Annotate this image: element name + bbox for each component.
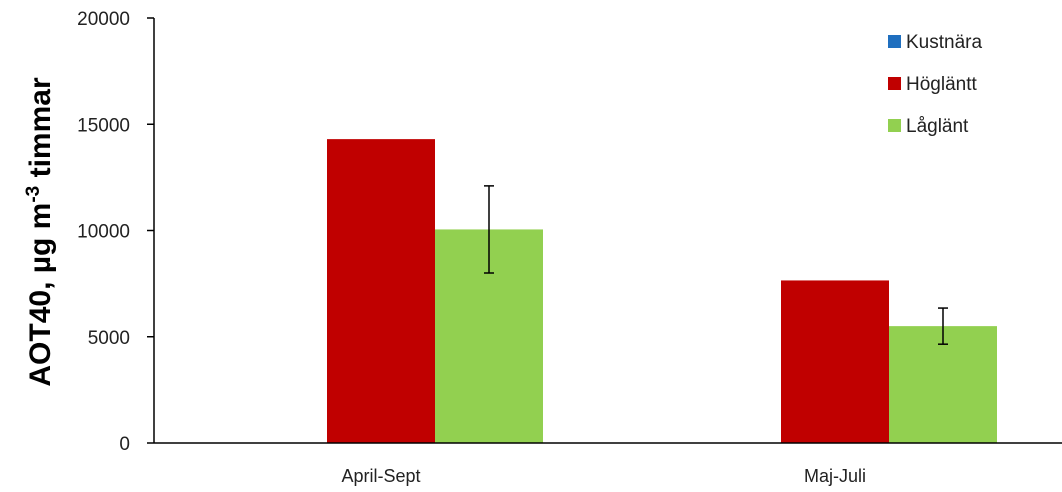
legend-label: Låglänt [906,116,969,137]
legend-label: Kustnära [906,32,982,53]
legend-swatch [888,35,901,48]
y-tick-label: 0 [119,434,130,455]
y-tick-label: 10000 [77,222,130,243]
y-tick-label: 15000 [77,115,130,136]
legend-swatch [888,119,901,132]
legend: Kustnära Högläntt Låglänt [888,32,982,137]
legend-swatch [888,77,901,90]
error-bars [484,185,948,345]
category-label: Maj-Juli [804,466,866,486]
y-tick-label: 5000 [88,328,130,349]
y-tick-label: 20000 [77,9,130,30]
legend-label: Högläntt [906,74,977,95]
category-label: April-Sept [341,466,420,486]
y-axis-ticks: 0 5000 10000 15000 20000 [77,9,154,455]
category-labels: April-Sept Maj-Juli [341,466,866,486]
bar-0-1 [327,139,435,443]
bar-1-1 [781,280,889,443]
bar-1-2 [889,326,997,443]
bars [327,139,997,443]
y-axis-title: AOT40, µg m-3 timmar [23,77,57,387]
